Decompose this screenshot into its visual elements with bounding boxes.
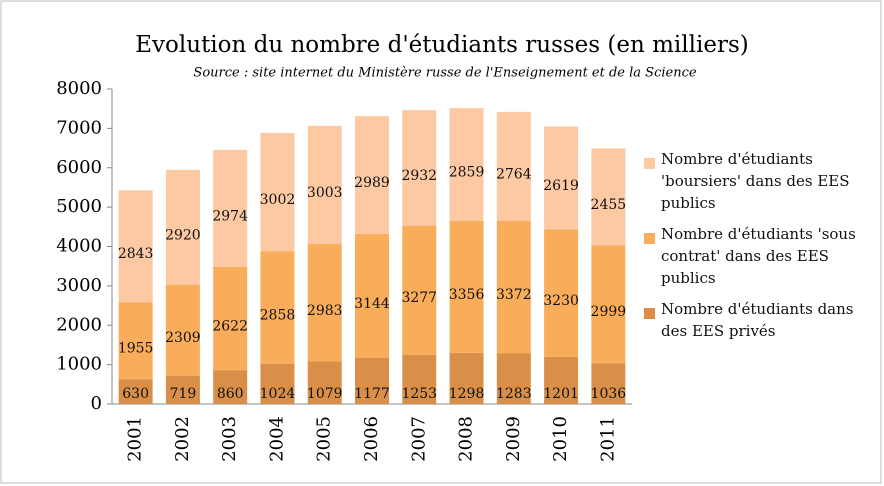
data-label: 1283 — [496, 386, 532, 402]
bar-segment — [449, 220, 484, 353]
y-tick-label: 2000 — [56, 314, 102, 335]
data-label: 1177 — [354, 386, 390, 402]
bar-segment — [496, 220, 531, 354]
data-label: 1253 — [401, 386, 437, 402]
data-label: 1201 — [543, 386, 579, 402]
bar-segment — [118, 190, 153, 303]
bar-segment — [544, 229, 579, 357]
data-label: 3144 — [354, 296, 390, 312]
bar-segment — [544, 356, 579, 404]
data-label: 3356 — [449, 287, 485, 303]
bar-segment — [591, 148, 626, 246]
data-label: 2989 — [354, 175, 390, 191]
x-tick-label: 2007 — [408, 416, 429, 462]
data-label: 1036 — [591, 386, 627, 402]
chart-subtitle: Source : site internet du Ministère russ… — [193, 66, 696, 81]
y-tick-label: 7000 — [56, 117, 102, 138]
legend-swatch — [644, 308, 655, 319]
bar-segment — [165, 284, 200, 376]
data-label: 1024 — [260, 386, 296, 402]
data-label: 2309 — [165, 330, 201, 346]
data-label: 1298 — [449, 386, 485, 402]
x-tick-label: 2006 — [361, 416, 382, 462]
bar-segment — [213, 149, 248, 267]
data-label: 2619 — [543, 178, 579, 194]
x-tick-label: 2009 — [503, 416, 524, 462]
y-tick-label: 4000 — [56, 236, 102, 257]
x-tick-label: 2003 — [219, 416, 240, 462]
bar-segment — [213, 266, 248, 371]
data-label: 2999 — [591, 304, 627, 320]
bar-segment — [402, 225, 437, 355]
bar-segment — [260, 132, 295, 252]
bar-segment — [496, 353, 531, 404]
data-label: 2859 — [449, 164, 485, 180]
bar-segment — [544, 126, 579, 230]
data-label: 1955 — [118, 341, 154, 357]
y-tick-label: 5000 — [56, 196, 102, 217]
data-label: 3003 — [307, 185, 343, 201]
data-label: 3277 — [401, 290, 437, 306]
data-label: 2622 — [212, 319, 248, 335]
legend-label: Nombre d'étudiants 'sous contrat' dans d… — [661, 225, 856, 287]
data-label: 2843 — [118, 246, 154, 262]
data-label: 2920 — [165, 227, 201, 243]
bar-segment — [449, 108, 484, 221]
chart-title: Evolution du nombre d'étudiants russes (… — [135, 32, 748, 58]
x-tick-label: 2002 — [172, 416, 193, 462]
x-tick-label: 2011 — [597, 416, 618, 462]
legend-swatch — [644, 233, 655, 244]
y-tick-label: 8000 — [56, 78, 102, 99]
bar-segment — [118, 379, 153, 404]
legend-label: Nombre d'étudiants 'boursiers' dans des … — [661, 150, 850, 212]
bar-segment — [165, 169, 200, 285]
legend-label: Nombre d'étudiants dans des EES privés — [661, 300, 854, 340]
data-label: 2932 — [401, 168, 437, 184]
bar-segment — [449, 352, 484, 404]
bar-segment — [402, 110, 437, 226]
bar-segment — [355, 233, 389, 358]
data-label: 860 — [217, 386, 244, 402]
bar-segment — [591, 363, 626, 404]
data-label: 2455 — [591, 197, 627, 213]
data-label: 630 — [122, 386, 149, 402]
data-label: 2764 — [496, 166, 532, 182]
bar-segment — [307, 244, 342, 362]
legend-swatch — [644, 158, 655, 169]
data-label: 2974 — [212, 208, 248, 224]
bar-segment — [307, 361, 342, 404]
x-tick-label: 2004 — [266, 416, 287, 462]
bar-segment — [402, 354, 437, 404]
bar-segment — [355, 116, 389, 234]
x-tick-label: 2010 — [550, 416, 571, 462]
y-tick-label: 1000 — [56, 354, 102, 375]
x-tick-label: 2001 — [125, 416, 146, 462]
bar-segment — [591, 245, 626, 364]
data-label: 3230 — [543, 293, 579, 309]
data-label: 2983 — [307, 303, 343, 319]
x-tick-label: 2008 — [456, 416, 477, 462]
bar-segment — [118, 302, 153, 380]
bar-segment — [307, 125, 342, 245]
bar-segment — [260, 363, 295, 404]
data-label: 3002 — [260, 192, 296, 208]
y-tick-label: 0 — [91, 393, 102, 414]
y-tick-label: 3000 — [56, 275, 102, 296]
bar-segment — [165, 375, 200, 404]
data-label: 3372 — [496, 287, 532, 303]
bar-segment — [260, 251, 295, 364]
bar-segment — [496, 111, 531, 221]
data-label: 2858 — [260, 307, 296, 323]
data-label: 1079 — [307, 386, 343, 402]
bar-segment — [213, 370, 248, 404]
x-tick-label: 2005 — [314, 416, 335, 462]
data-label: 719 — [170, 386, 197, 402]
y-tick-label: 6000 — [56, 157, 102, 178]
bar-segment — [355, 357, 389, 404]
